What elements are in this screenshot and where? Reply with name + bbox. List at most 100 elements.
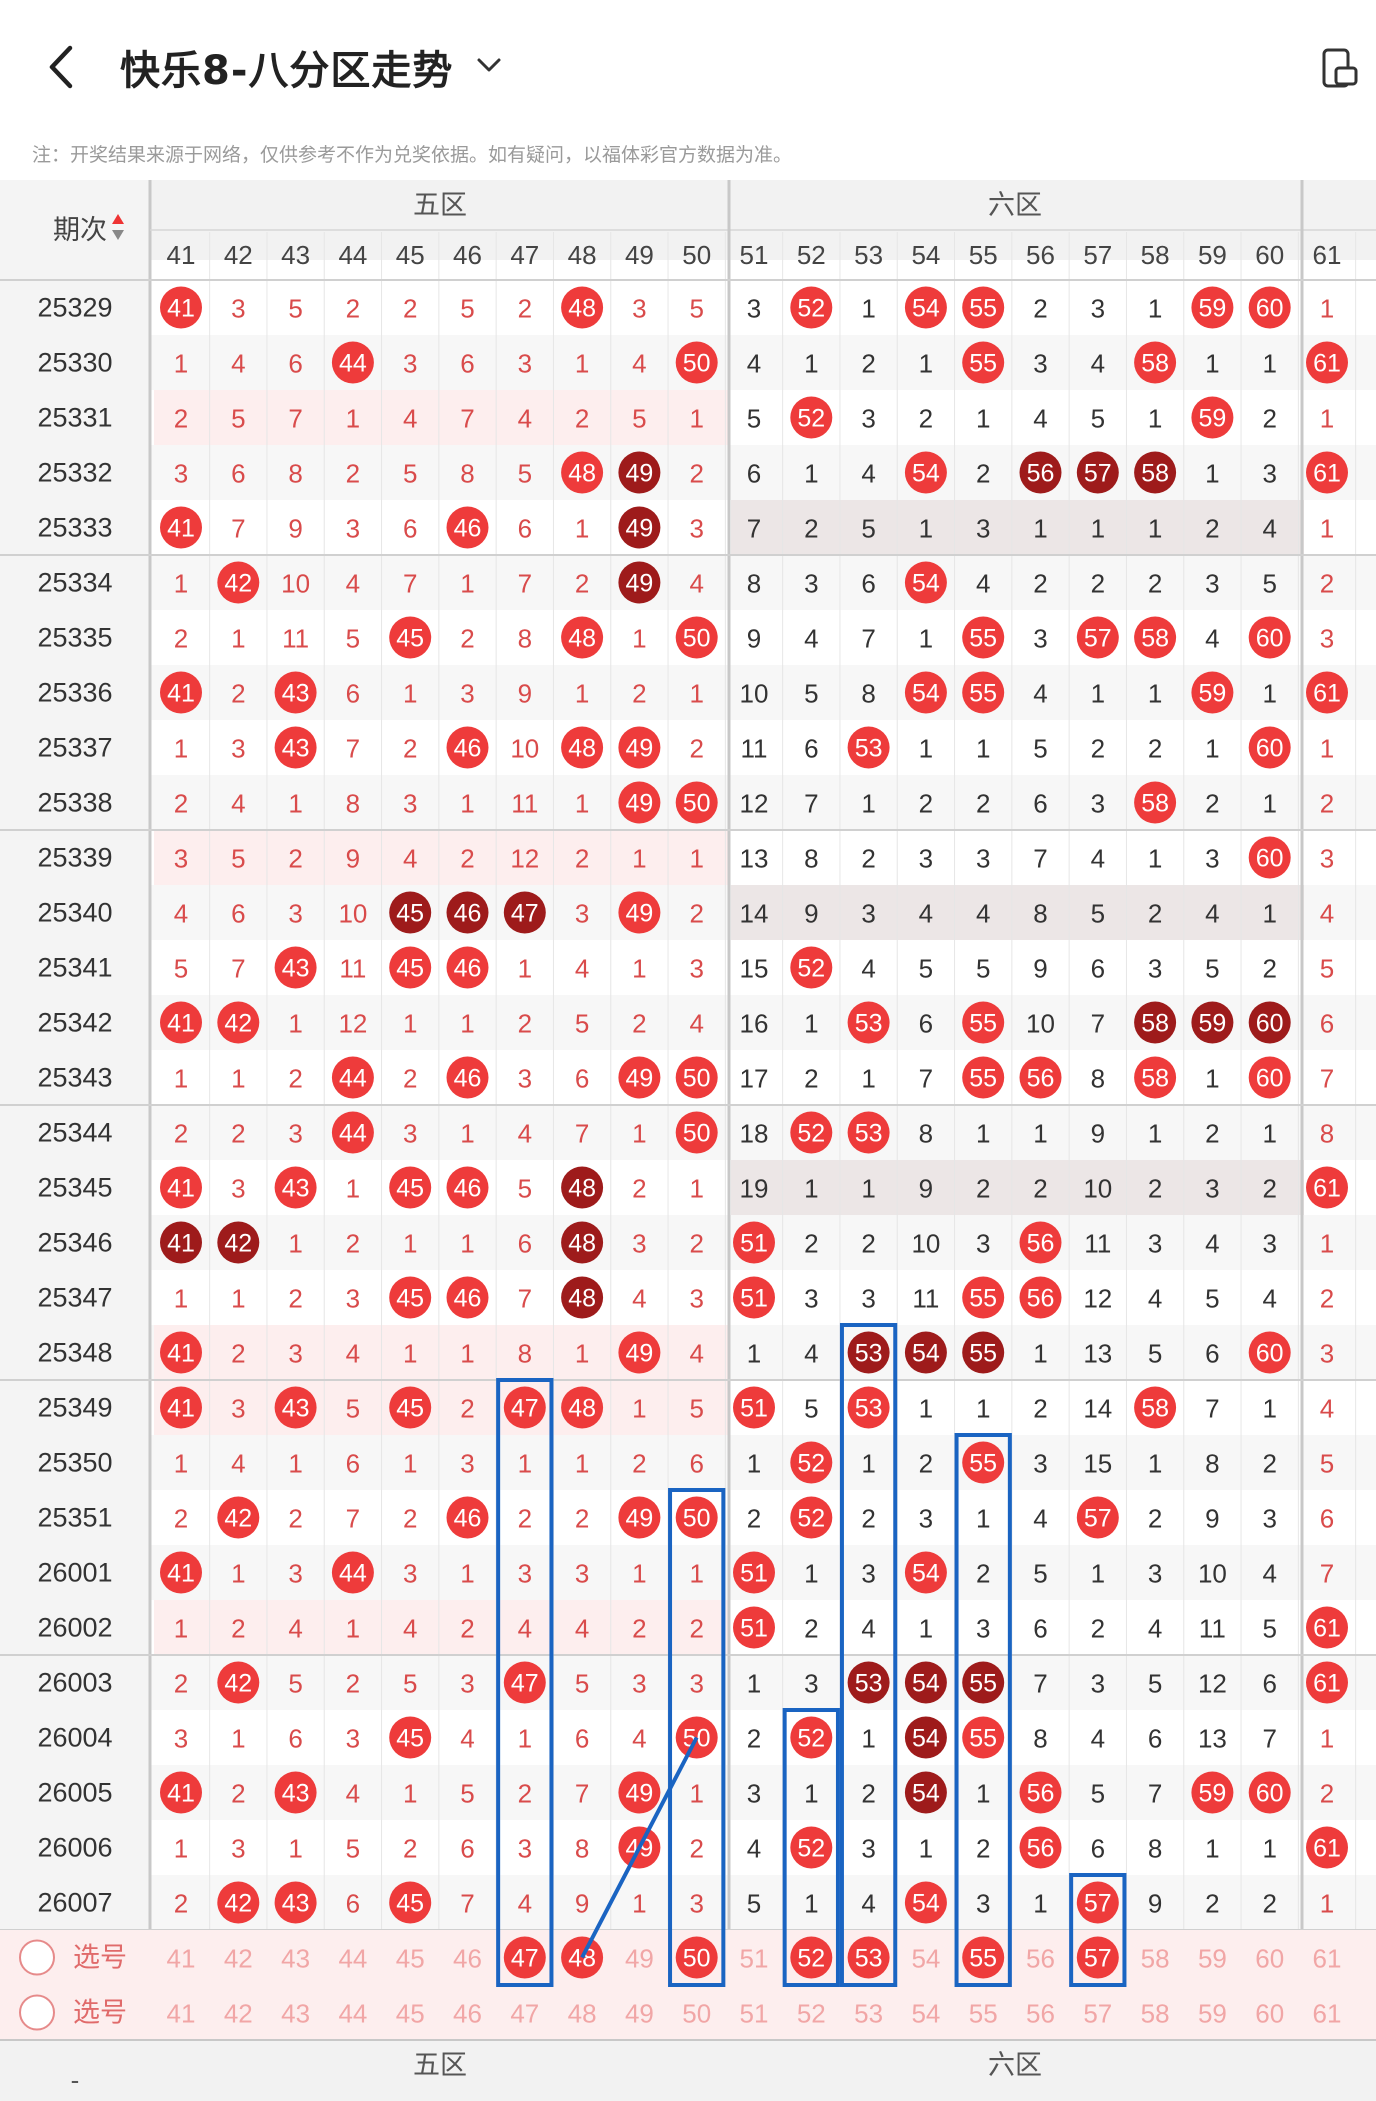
miss-count: 1 [804, 1779, 818, 1809]
select-number-option[interactable]: 43 [281, 1999, 310, 2029]
hit-ball [1306, 341, 1348, 384]
select-number-option[interactable]: 60 [1255, 1944, 1284, 1974]
hit-ball [962, 341, 1005, 384]
chevron-down-icon[interactable] [474, 50, 504, 80]
miss-count: 6 [689, 1449, 703, 1479]
period-number: 25333 [37, 513, 112, 543]
miss-count: 3 [689, 1889, 703, 1919]
column-number-header: 58 [1141, 240, 1170, 270]
back-arrow-icon[interactable] [40, 42, 84, 92]
select-number-option[interactable]: 57 [1083, 1999, 1112, 2029]
miss-count: 1 [919, 1394, 933, 1424]
select-row-radio[interactable] [19, 1994, 55, 2031]
hit-ball [561, 726, 604, 769]
table-row [0, 665, 1376, 720]
select-number-option[interactable]: 44 [338, 1999, 367, 2029]
select-number-option[interactable]: 43 [281, 1944, 310, 1974]
miss-count: 3 [861, 1834, 875, 1864]
highlight-box [1069, 1873, 1127, 1987]
select-number-option[interactable]: 56 [1026, 1944, 1055, 1974]
selected-ball[interactable] [790, 1936, 833, 1979]
miss-count: 13 [1198, 1724, 1227, 1754]
select-number-option[interactable]: 61 [1313, 1944, 1342, 1974]
miss-count: 5 [1091, 899, 1105, 929]
select-number-option[interactable]: 58 [1141, 1999, 1170, 2029]
select-number-option[interactable]: 46 [453, 1944, 482, 1974]
miss-count: 7 [460, 404, 474, 434]
miss-count: 1 [804, 1009, 818, 1039]
hit-number: 54 [912, 680, 940, 708]
select-number-option[interactable]: 48 [568, 1999, 597, 2029]
select-number-option[interactable]: 42 [224, 1999, 253, 2029]
select-number-option[interactable]: 41 [167, 1944, 196, 1974]
select-number-option[interactable]: 46 [453, 1999, 482, 2029]
selected-ball[interactable] [847, 1936, 890, 1979]
hit-ball [847, 1331, 890, 1374]
hit-number: 53 [855, 1120, 883, 1148]
hit-ball [1306, 1661, 1348, 1704]
sort-up-icon[interactable] [112, 214, 124, 224]
rotate-screen-icon[interactable] [1320, 46, 1360, 90]
page-title[interactable]: 快乐8-八分区走势 [120, 48, 454, 94]
period-number: 25339 [37, 843, 112, 873]
select-number-option[interactable]: 51 [740, 1999, 769, 2029]
select-number-option[interactable]: 47 [510, 1999, 539, 2029]
selected-ball[interactable] [675, 1936, 718, 1979]
select-number-option[interactable]: 41 [167, 1999, 196, 2029]
select-number-option[interactable]: 53 [854, 1999, 883, 2029]
select-number-option[interactable]: 52 [797, 1999, 826, 2029]
trend-table[interactable]: 期次 五区 六区 41 42 43 44 45 46 47 48 49 50 51 52 53 54 55 56 57… [0, 180, 1376, 2101]
hit-ball [962, 1331, 1005, 1374]
select-number-option[interactable]: 49 [625, 1999, 654, 2029]
hit-number: 49 [625, 460, 653, 488]
miss-count: 3 [1091, 1669, 1105, 1699]
select-number-option[interactable]: 54 [911, 1999, 940, 2029]
miss-count: 4 [689, 569, 703, 599]
miss-count: 1 [632, 1119, 646, 1149]
select-number-option[interactable]: 54 [911, 1944, 940, 1974]
select-number-option[interactable]: 60 [1255, 1999, 1284, 2029]
miss-count: 1 [174, 1614, 188, 1644]
hit-ball [389, 616, 432, 659]
hit-number: 57 [1084, 1890, 1112, 1918]
miss-count: 1 [632, 954, 646, 984]
select-number-option[interactable]: 45 [396, 1944, 425, 1974]
select-number-option[interactable]: 56 [1026, 1999, 1055, 2029]
miss-count: 4 [1148, 1284, 1162, 1314]
select-row-radio[interactable] [19, 1939, 55, 1976]
select-number-option[interactable]: 59 [1198, 1944, 1227, 1974]
select-number-option[interactable]: 55 [969, 1999, 998, 2029]
table-row [0, 1765, 1376, 1820]
selected-ball[interactable] [962, 1936, 1005, 1979]
select-number-option[interactable]: 45 [396, 1999, 425, 2029]
select-number-option[interactable]: 50 [682, 1999, 711, 2029]
period-header[interactable]: 期次 [53, 215, 107, 245]
sort-down-icon[interactable] [112, 230, 124, 240]
select-number-option[interactable]: 51 [740, 1944, 769, 1974]
miss-count: 1 [174, 1064, 188, 1094]
miss-count: 11 [912, 1284, 939, 1314]
selected-ball[interactable] [503, 1936, 546, 1979]
select-number-option[interactable]: 58 [1141, 1944, 1170, 1974]
miss-count: 1 [747, 1449, 761, 1479]
hit-ball [1019, 1826, 1062, 1869]
column-number-header: 56 [1026, 240, 1055, 270]
select-number-option[interactable]: 42 [224, 1944, 253, 1974]
miss-count: 1 [976, 734, 990, 764]
selected-ball[interactable] [1076, 1936, 1119, 1979]
hit-number: 55 [969, 350, 997, 378]
select-number-option[interactable]: 61 [1313, 1999, 1342, 2029]
miss-count: 1 [861, 1724, 875, 1754]
miss-count: 5 [518, 459, 532, 489]
hit-ball [847, 1001, 890, 1044]
miss-count: 4 [976, 569, 990, 599]
select-number-option[interactable]: 59 [1198, 1999, 1227, 2029]
select-number-option[interactable]: 44 [338, 1944, 367, 1974]
period-number: 26006 [37, 1833, 112, 1863]
select-number-option[interactable]: 49 [625, 1944, 654, 1974]
miss-count: 1 [1148, 1119, 1162, 1149]
miss-count: 9 [919, 1174, 933, 1204]
miss-count: 3 [518, 349, 532, 379]
miss-count: 4 [403, 404, 417, 434]
miss-count: 7 [346, 1504, 360, 1534]
